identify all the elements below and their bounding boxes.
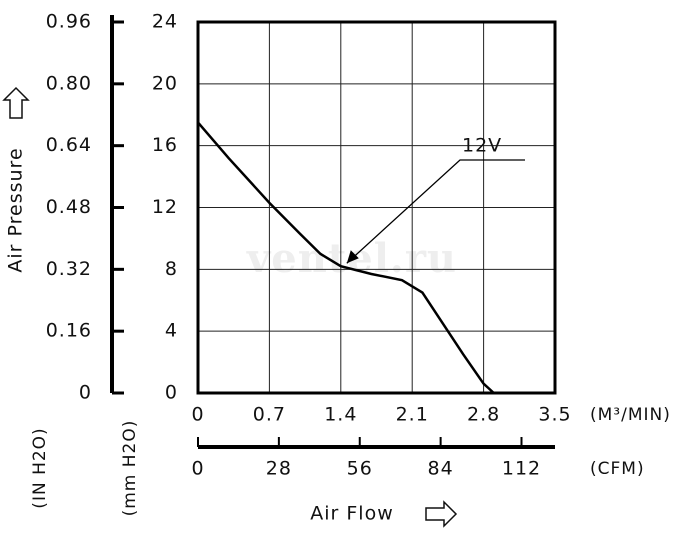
- annotation-arrowhead: [346, 250, 359, 264]
- plot-frame: [196, 20, 557, 395]
- x-axis-arrow: [425, 500, 458, 528]
- y2-unit: (IN H2O): [30, 427, 50, 508]
- y-tick-label: 24: [152, 11, 178, 33]
- y-tick-label: 16: [152, 134, 178, 156]
- x2-unit: (CFM): [590, 459, 645, 479]
- x2-tick-label: 0: [191, 458, 204, 480]
- y-axis-title: Air Pressure: [5, 147, 27, 272]
- x2-tick-label: 28: [266, 458, 292, 480]
- y-axis-arrow: [2, 86, 30, 119]
- x-axis-title: Air Flow: [310, 503, 394, 525]
- y-tick-label: 12: [152, 196, 178, 218]
- x2-tick-label: 84: [428, 458, 454, 480]
- annotation: 12V: [462, 135, 502, 157]
- x-tick-label: 0: [191, 404, 204, 426]
- x-tick-label: 1.4: [324, 404, 357, 426]
- annotation-leader: [346, 159, 525, 264]
- x-unit: (M³/MIN): [590, 405, 671, 425]
- x-tick-label: 0.7: [253, 404, 286, 426]
- y2-tick-label: 0: [79, 382, 92, 404]
- y2-tick-label: 0.32: [46, 258, 92, 280]
- y2-tick-label: 0.64: [46, 134, 92, 156]
- y-tick-label: 4: [165, 320, 178, 342]
- x2-tick-label: 56: [347, 458, 373, 480]
- x-tick-label: 2.1: [396, 404, 429, 426]
- y-tick-label: 0: [165, 382, 178, 404]
- y2-tick-label: 0.16: [46, 320, 92, 342]
- y-tick-label: 8: [165, 258, 178, 280]
- y2-tick-label: 0.80: [46, 72, 92, 94]
- y-unit: (mm H2O): [120, 420, 140, 517]
- y-tick-label: 20: [152, 72, 178, 94]
- curve: [197, 121, 495, 394]
- y2-tick-label: 0.96: [46, 11, 92, 33]
- x2-tick-label: 112: [502, 458, 541, 480]
- y2-tick-label: 0.48: [46, 196, 92, 218]
- x-tick-label: 2.8: [467, 404, 500, 426]
- x-tick-label: 3.5: [538, 404, 571, 426]
